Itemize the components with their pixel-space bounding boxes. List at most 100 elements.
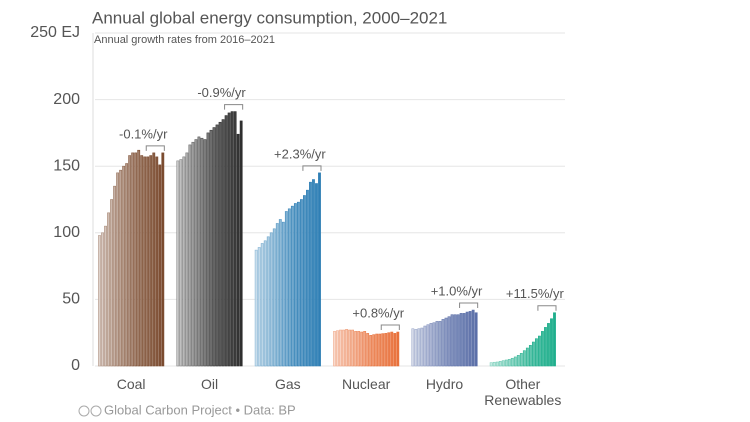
bar: [155, 156, 159, 367]
bar: [158, 164, 162, 367]
bar: [357, 331, 361, 367]
growth-label: +11.5%/yr: [506, 286, 565, 301]
footer: Global Carbon Project • Data: BP: [104, 402, 296, 417]
bar: [432, 322, 436, 367]
bar: [263, 240, 267, 367]
bar: [131, 152, 135, 367]
bar: [318, 172, 321, 367]
bar: [233, 111, 237, 367]
bar: [149, 155, 153, 367]
bar: [447, 316, 451, 367]
bar: [534, 338, 538, 367]
bar: [531, 341, 535, 367]
x-tick-label: Other Renewables: [484, 376, 562, 408]
x-tick-label: Gas: [274, 376, 301, 392]
bar: [507, 359, 511, 367]
bar: [547, 323, 550, 367]
bar: [287, 208, 291, 367]
bar: [212, 127, 216, 367]
bar: [275, 223, 279, 367]
bar: [450, 314, 454, 367]
bar: [519, 353, 523, 367]
bar: [528, 345, 532, 367]
bar: [384, 333, 388, 367]
bar: [336, 330, 339, 367]
bar: [553, 312, 556, 367]
bar: [266, 236, 270, 367]
bar: [224, 115, 228, 367]
bar: [465, 311, 469, 367]
bar: [152, 152, 156, 367]
bar: [387, 332, 391, 367]
growth-bracket: [380, 324, 400, 331]
bar: [495, 361, 499, 367]
cc-icons: [78, 405, 102, 417]
x-tick-label: Hydro: [425, 376, 464, 392]
bar: [351, 329, 355, 367]
bar: [113, 185, 116, 367]
bar: [459, 313, 463, 367]
bar: [303, 195, 306, 367]
bar: [513, 356, 517, 367]
bar: [541, 331, 544, 367]
bar: [333, 331, 336, 367]
bar: [221, 119, 225, 367]
bar: [363, 331, 367, 367]
bar: [218, 121, 222, 367]
bar: [468, 311, 472, 367]
growth-label: +1.0%/yr: [431, 283, 483, 298]
bar: [544, 327, 547, 367]
bar: [281, 221, 285, 367]
growth-bracket: [145, 145, 165, 151]
bar: [128, 155, 132, 367]
bar: [257, 247, 261, 367]
bar: [492, 361, 496, 367]
bar: [312, 179, 315, 367]
bar: [309, 181, 312, 367]
bar: [98, 235, 101, 367]
bar: [122, 165, 126, 367]
bar: [137, 149, 141, 367]
bar: [161, 152, 165, 367]
bar: [423, 325, 427, 367]
bar: [299, 199, 303, 367]
growth-bracket: [459, 302, 479, 309]
chart-subtitle: Annual growth rates from 2016–2021: [94, 34, 275, 46]
bar: [456, 314, 460, 367]
y-tick-label: 250 EJ: [30, 24, 80, 41]
y-tick-label: 50: [62, 291, 80, 308]
y-tick-label: 100: [53, 224, 80, 241]
bar: [191, 141, 195, 367]
bar: [315, 183, 318, 367]
bar: [239, 120, 243, 367]
bar: [176, 160, 180, 367]
bar: [453, 314, 457, 367]
growth-bracket: [302, 165, 322, 171]
bar: [227, 112, 231, 367]
bar: [230, 111, 234, 367]
bar: [206, 132, 210, 367]
bar: [393, 333, 397, 367]
bar: [429, 323, 433, 367]
bar: [550, 318, 553, 367]
bar: [203, 139, 207, 367]
bar: [143, 156, 147, 367]
growth-bracket: [224, 104, 244, 110]
bar: [426, 324, 430, 367]
growth-label: -0.1%/yr: [119, 126, 168, 141]
bar: [182, 156, 186, 367]
bar: [396, 331, 400, 367]
bar: [254, 249, 258, 367]
bar: [381, 333, 385, 367]
bar: [444, 317, 448, 367]
bar: [471, 309, 475, 367]
bar: [293, 203, 297, 367]
bar: [420, 327, 424, 367]
bar: [110, 199, 113, 367]
bar: [522, 350, 526, 367]
bar: [438, 321, 442, 367]
bar: [269, 232, 273, 367]
bar: [146, 156, 150, 367]
bar: [414, 329, 418, 367]
bar: [296, 201, 300, 367]
